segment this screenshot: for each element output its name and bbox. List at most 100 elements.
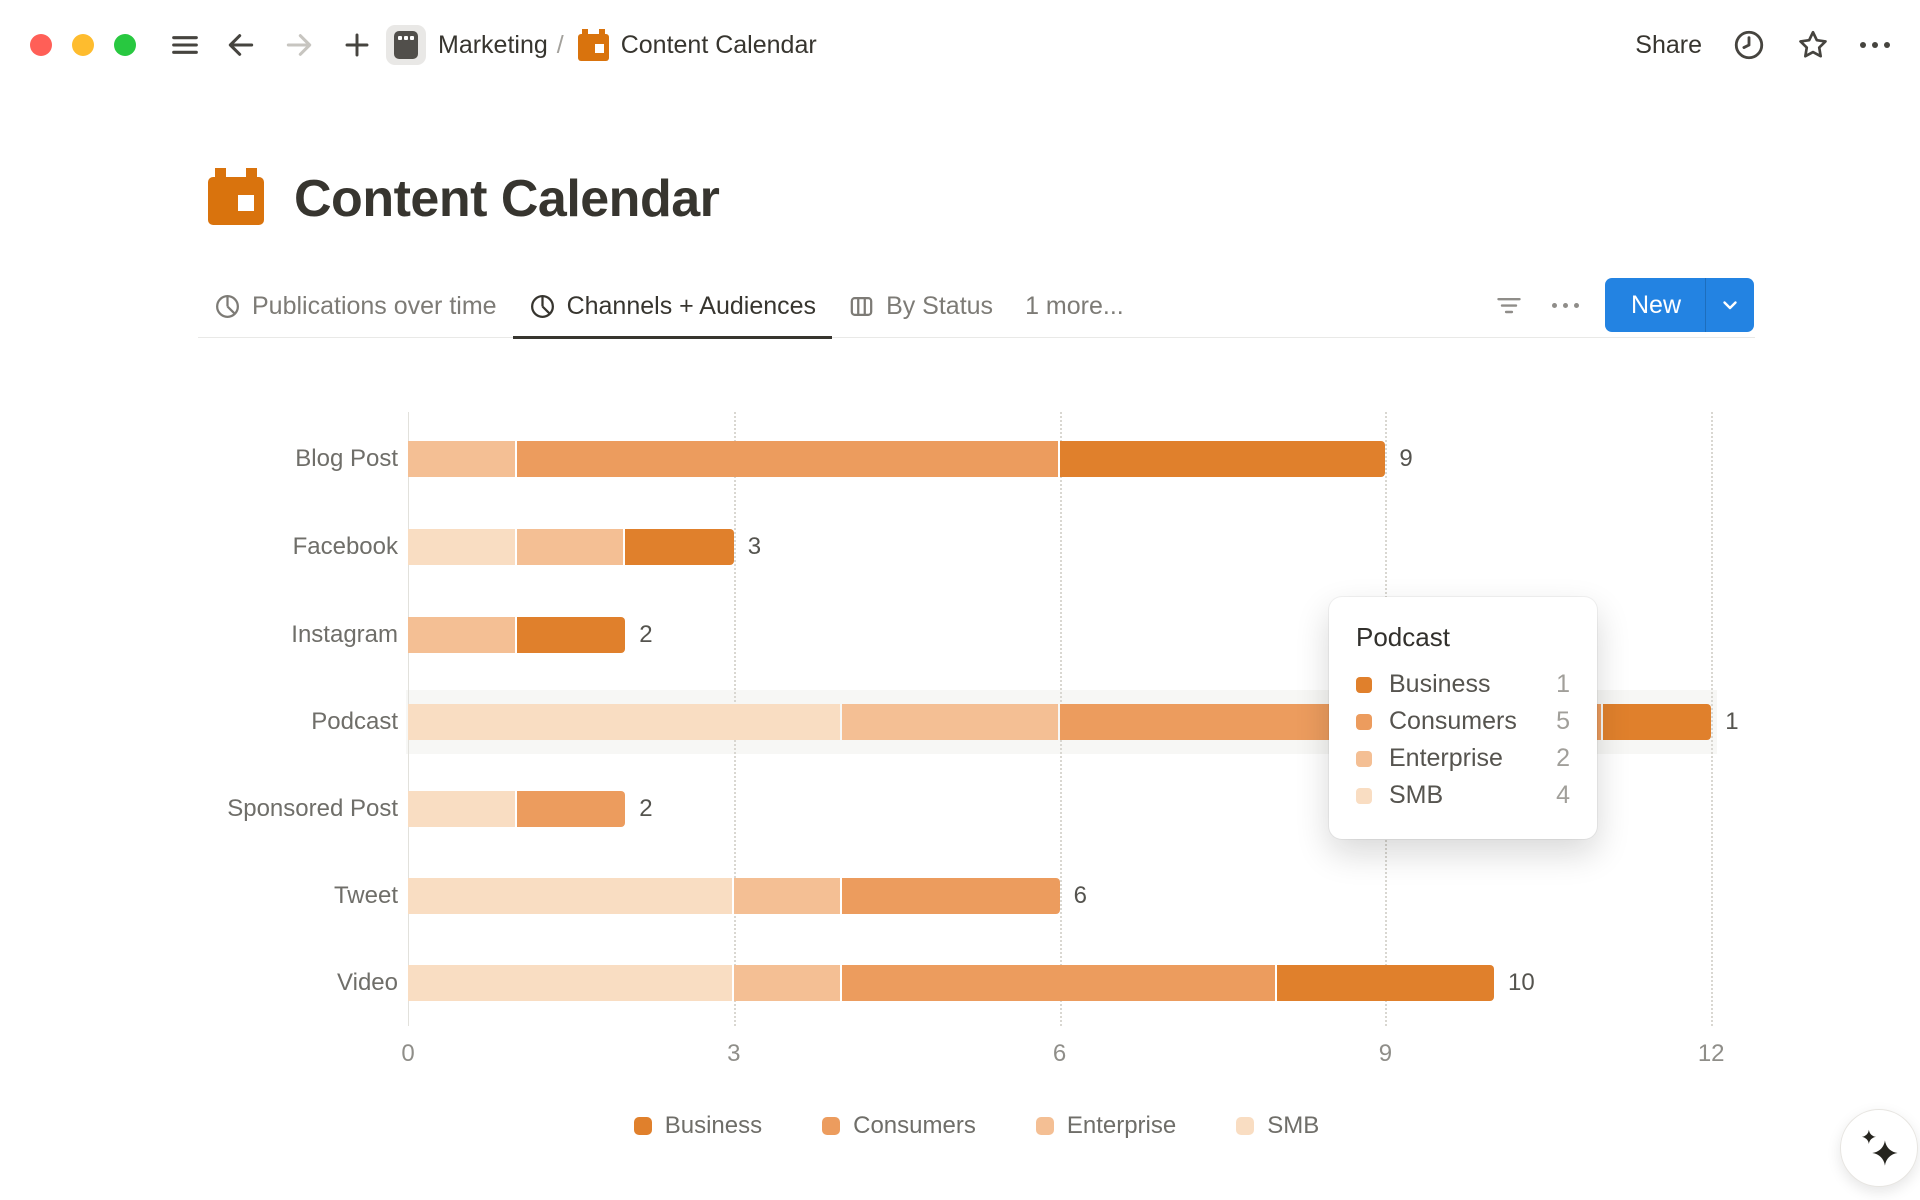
bar-segment-enterprise[interactable] [408, 617, 515, 653]
bar-segment-enterprise[interactable] [408, 441, 515, 477]
chevron-down-icon[interactable] [1706, 278, 1754, 332]
sparkles-icon [1856, 1125, 1902, 1171]
minimize-window-button[interactable] [72, 34, 94, 56]
plus-icon[interactable] [340, 28, 374, 62]
tab-1-more[interactable]: 1 more... [1009, 292, 1140, 339]
bar-segment-enterprise[interactable] [733, 878, 841, 914]
tooltip-series-label: Enterprise [1389, 744, 1503, 772]
x-tick-label: 6 [1052, 1040, 1067, 1067]
board-columns-icon [848, 293, 875, 320]
x-tick-label: 12 [1697, 1040, 1725, 1067]
category-label: Instagram [291, 621, 398, 648]
bar-segment-business[interactable] [1059, 441, 1386, 477]
legend-item-smb[interactable]: SMB [1236, 1112, 1319, 1140]
clock-icon[interactable] [1732, 28, 1766, 62]
workspace-icon[interactable] [386, 25, 426, 65]
bar-segment-enterprise[interactable] [733, 965, 841, 1001]
x-tick-label: 9 [1378, 1040, 1393, 1067]
tooltip-row-business: Business 1 [1356, 666, 1570, 703]
chart-legend: Business Consumers Enterprise SMB [198, 1112, 1755, 1140]
tooltip-series-label: SMB [1389, 781, 1444, 809]
bar-segment-consumers[interactable] [516, 791, 626, 827]
traffic-lights [30, 34, 136, 56]
bar-segment-smb[interactable] [408, 878, 732, 914]
legend-item-business[interactable]: Business [633, 1112, 763, 1140]
bar-segment-consumers[interactable] [842, 965, 1275, 1001]
star-icon[interactable] [1796, 28, 1830, 62]
category-label: Sponsored Post [227, 795, 398, 822]
bar-segment-smb[interactable] [408, 965, 732, 1001]
tooltip-title: Podcast [1356, 622, 1450, 652]
bar-total-label: 6 [1073, 882, 1087, 909]
legend-label: Enterprise [1066, 1112, 1177, 1139]
category-label: Blog Post [295, 445, 398, 472]
category-label: Tweet [333, 882, 398, 909]
new-button[interactable]: New [1604, 278, 1754, 332]
pie-chart-icon [529, 293, 556, 320]
zoom-window-button[interactable] [114, 34, 136, 56]
bar-total-label: 3 [747, 533, 762, 560]
tab-publications-over-time[interactable]: Publications over time [198, 292, 513, 339]
tooltip-row-smb: SMB 4 [1356, 777, 1570, 814]
tooltip-series-value: 5 [1556, 707, 1570, 735]
page-header: Content Calendar [208, 168, 720, 228]
share-button[interactable]: Share [1635, 30, 1702, 59]
bar-total-label: 1 [1725, 708, 1739, 735]
new-button-label: New [1630, 290, 1681, 319]
legend-label: SMB [1267, 1112, 1320, 1139]
bar-segment-business[interactable] [625, 529, 734, 565]
page-calendar-icon[interactable] [208, 168, 264, 228]
more-icon[interactable] [1860, 42, 1890, 48]
x-tick-label: 3 [727, 1040, 741, 1067]
legend-swatch [1035, 1117, 1054, 1135]
legend-label: Business [664, 1112, 763, 1139]
bar-segment-consumers[interactable] [842, 878, 1060, 914]
legend-swatch [822, 1117, 841, 1135]
category-label: Facebook [292, 533, 398, 560]
tooltip-series-label: Consumers [1389, 707, 1517, 735]
tooltip-swatch [1356, 750, 1372, 767]
view-tabs: Publications over time Channels + Audienc… [198, 280, 1755, 339]
tab-by-status[interactable]: By Status [832, 292, 1009, 339]
gridline-x-12 [1711, 412, 1714, 1026]
filter-icon[interactable] [1492, 288, 1526, 322]
bar-segment-smb[interactable] [408, 529, 515, 565]
bar-segment-enterprise[interactable] [516, 529, 624, 565]
page-title: Content Calendar [294, 169, 720, 228]
tab-channels-audiences[interactable]: Channels + Audiences [512, 292, 833, 339]
bar-total-label: 10 [1508, 969, 1535, 996]
legend-item-enterprise[interactable]: Enterprise [1035, 1112, 1177, 1140]
bar-segment-business[interactable] [1276, 965, 1494, 1001]
bar-total-label: 2 [639, 795, 653, 822]
tab-label: 1 more... [1025, 292, 1124, 320]
window-titlebar: Marketing / Content Calendar Share [0, 0, 1920, 90]
forward-arrow-icon[interactable] [282, 28, 316, 62]
breadcrumb-page[interactable]: Content Calendar [620, 30, 817, 59]
breadcrumb-separator: / [556, 30, 564, 59]
bar-total-label: 9 [1399, 445, 1413, 472]
breadcrumb-workspace[interactable]: Marketing [438, 30, 548, 59]
bar-total-label: 2 [639, 621, 653, 648]
bar-segment-smb[interactable] [408, 704, 841, 740]
bar-segment-smb[interactable] [408, 791, 515, 827]
category-label: Video [337, 969, 398, 996]
ai-assistant-button[interactable] [1840, 1109, 1918, 1187]
x-tick-label: 0 [401, 1040, 415, 1067]
calendar-icon [577, 29, 609, 61]
bar-segment-enterprise[interactable] [842, 704, 1058, 740]
tooltip-series-value: 2 [1556, 744, 1570, 772]
bar-segment-business[interactable] [1602, 704, 1712, 740]
menu-icon[interactable] [168, 28, 202, 62]
close-window-button[interactable] [30, 34, 52, 56]
tooltip-series-value: 1 [1556, 670, 1570, 698]
view-controls: New [1492, 278, 1754, 332]
back-arrow-icon[interactable] [224, 28, 258, 62]
category-label: Podcast [311, 708, 398, 735]
more-icon[interactable] [1551, 302, 1579, 308]
legend-item-consumers[interactable]: Consumers [822, 1112, 976, 1140]
bar-segment-consumers[interactable] [516, 441, 1058, 477]
tab-label: Publications over time [252, 292, 497, 320]
bar-segment-business[interactable] [516, 617, 626, 653]
tooltip-row-consumers: Consumers 5 [1356, 703, 1570, 740]
